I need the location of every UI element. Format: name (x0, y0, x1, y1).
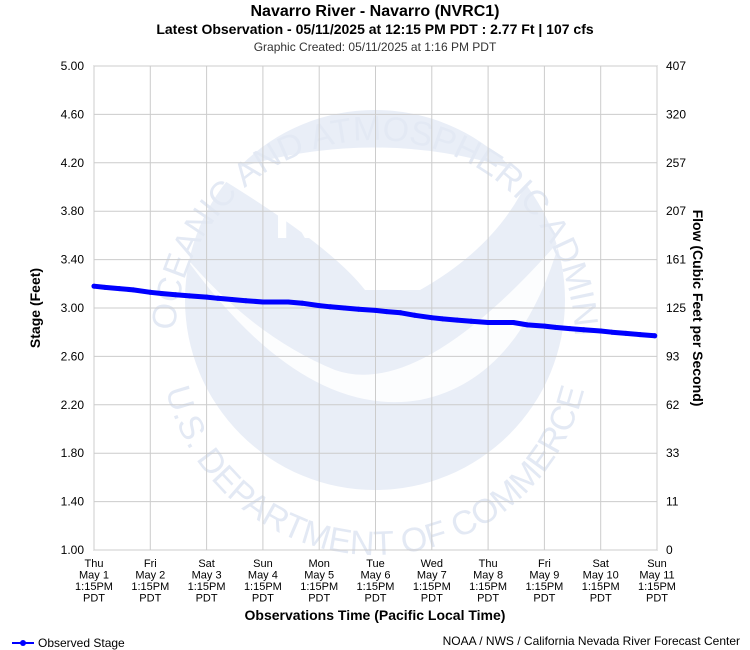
observed-stage-point (91, 283, 97, 289)
observed-stage-point (130, 287, 136, 293)
observed-stage-point (158, 291, 164, 296)
x-tick-label: Fri May 9 1:15PM PDT (525, 558, 563, 605)
observed-stage-point (440, 316, 446, 322)
x-tick-label: Tue May 6 1:15PM PDT (357, 558, 395, 605)
observed-stage-point (341, 305, 347, 311)
observed-stage-point (652, 333, 658, 339)
observed-stage-point (623, 330, 629, 336)
y2-tick-label: 93 (666, 349, 680, 363)
observed-stage-point (485, 320, 491, 325)
observed-stage-point (147, 289, 153, 295)
x-tick-label: Thu May 1 1:15PM PDT (75, 558, 113, 605)
observed-stage-point (468, 318, 474, 324)
y-tick-label: 1.80 (61, 446, 85, 460)
observed-stage-point (215, 295, 221, 301)
y2-tick-label: 257 (666, 156, 686, 170)
observed-stage-point (524, 322, 530, 328)
y-tick-label: 1.40 (61, 495, 85, 509)
y-tick-label: 3.40 (61, 253, 85, 267)
noaa-logo-watermark: NOAA NATIONAL OCEANIC AND ATMOSPHERIC AD… (0, 0, 605, 563)
x-axis-ticks: Thu May 1 1:15PM PDT Fri May 2 1:15PM PDT Sat May… (75, 558, 676, 605)
x-tick-label: Sun May 4 1:15PM PDT (244, 558, 282, 605)
chart-subtitle: Latest Observation - 05/11/2025 at 12:15… (156, 21, 594, 37)
observed-stage-point (327, 304, 333, 310)
chart-title: Navarro River - Navarro (NVRC1) (251, 3, 500, 20)
y-tick-label: 4.60 (61, 107, 85, 121)
observed-stage-point (285, 299, 291, 305)
y2-axis-ticks: 0 11 33 62 93 125 161 207 257 320 407 (666, 59, 686, 557)
footer-credit: NOAA / NWS / California Nevada River For… (443, 634, 740, 648)
observed-stage-point (271, 299, 277, 305)
x-axis-label: Observations Time (Pacific Local Time) (245, 607, 506, 623)
observed-stage-point (567, 326, 573, 332)
watermark-bird (215, 147, 530, 290)
y2-tick-label: 161 (666, 253, 686, 267)
x-tick-label: Sat May 3 1:15PM PDT (188, 558, 226, 605)
y2-tick-label: 33 (666, 446, 680, 460)
observed-stage-point (429, 315, 435, 321)
legend-marker (20, 640, 26, 646)
observed-stage-point (496, 320, 502, 325)
observed-stage-point (598, 328, 604, 334)
observed-stage-point (173, 292, 178, 298)
y-tick-label: 4.20 (61, 156, 85, 170)
y-tick-label: 2.20 (61, 398, 85, 412)
graphic-created-label: Graphic Created: 05/11/2025 at 1:16 PM P… (254, 40, 497, 54)
y-tick-label: 3.00 (61, 301, 85, 315)
watermark-wave (180, 240, 560, 403)
observed-stage-point (260, 299, 266, 305)
y2-tick-label: 11 (666, 495, 679, 509)
observed-stage-point (637, 332, 643, 338)
x-tick-label: Thu May 8 1:15PM PDT (469, 558, 507, 605)
x-tick-label: Sat May 10 1:15PM PDT (582, 558, 620, 605)
y2-tick-label: 125 (666, 301, 686, 315)
y-tick-label: 2.60 (61, 349, 85, 363)
y2-tick-label: 407 (666, 59, 686, 73)
observed-stage-point (187, 293, 193, 299)
observed-stage-point (204, 294, 210, 300)
observed-stage-point (243, 298, 249, 304)
y-tick-label: 1.00 (61, 543, 85, 557)
x-tick-label: Sun May 11 1:15PM PDT (638, 558, 676, 605)
legend-label: Observed Stage (38, 636, 125, 650)
y-tick-label: 3.80 (61, 204, 85, 218)
observed-stage-point (356, 306, 361, 312)
x-tick-label: Mon May 5 1:15PM PDT (300, 558, 338, 605)
observed-stage-point (454, 317, 460, 323)
watermark-logo-text: NOAA (274, 180, 462, 252)
observed-stage-point (398, 310, 404, 316)
y-tick-label: 5.00 (61, 59, 85, 73)
observed-stage-point (510, 320, 516, 325)
x-tick-label: Wed May 7 1:15PM PDT (413, 558, 451, 605)
grid-lines (93, 65, 658, 551)
observed-stage-point (373, 307, 378, 313)
y2-tick-label: 62 (666, 398, 680, 412)
observed-stage-point (299, 300, 305, 306)
observed-stage-point (412, 312, 418, 318)
observed-stage-point (102, 284, 108, 290)
y-axis-ticks: 1.00 1.40 1.80 2.20 2.60 3.00 3.40 3.80 4.20 4.60… (61, 59, 85, 557)
observed-stage-point (541, 323, 547, 329)
observed-stage-point (316, 303, 322, 309)
y2-tick-label: 320 (666, 107, 686, 121)
observed-stage-point (609, 329, 615, 335)
observed-stage-point (116, 286, 122, 292)
x-tick-label: Fri May 2 1:15PM PDT (131, 558, 169, 605)
series-layer (91, 283, 658, 339)
observed-stage-point (581, 327, 587, 333)
legend: Observed Stage (12, 636, 125, 650)
y-axis-label: Stage (Feet) (27, 268, 43, 348)
observed-stage-point (553, 324, 558, 330)
y2-tick-label: 0 (666, 543, 673, 557)
observed-stage-point (384, 309, 390, 315)
y2-tick-label: 207 (666, 204, 686, 218)
observed-stage-point (229, 297, 235, 302)
y2-axis-label: Flow (Cubic Feet per Second) (690, 210, 706, 407)
